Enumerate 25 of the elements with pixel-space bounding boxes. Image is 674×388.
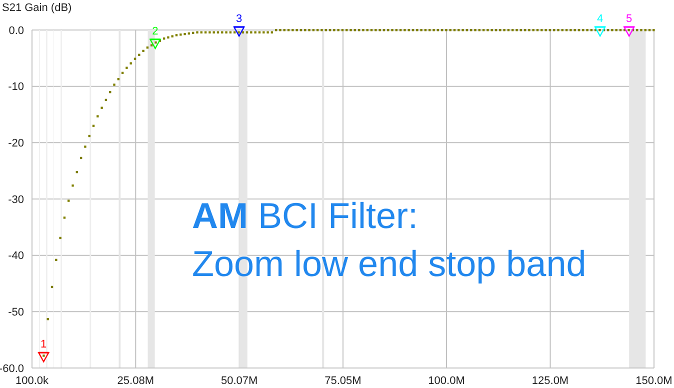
series-label: 5 [626,13,632,25]
x-tick-label: 100.0M [428,374,465,387]
series-label: 3 [236,13,242,25]
y-tick-label: 0.0 [8,24,24,37]
point [233,26,245,37]
y-axis-title: S21 Gain (dB) [2,2,72,14]
x-tick-label: 75.05M [324,374,362,387]
x-tick-label: 25.08M [117,374,154,387]
x-tick-label: 125.0M [532,374,569,387]
series-label: 4 [596,13,604,25]
x-tick-label: 150.0M [636,374,672,387]
series-label: 2 [152,25,158,38]
x-tick-label: 50.07M [220,374,258,387]
y-tick-label: -50 [8,306,24,319]
y-tick-label: -30 [8,194,24,206]
y-tick-label: -20 [8,138,24,150]
series-label: 1 [40,338,47,351]
point [38,352,50,362]
y-tick-label: -40 [8,250,24,262]
point [594,26,606,37]
point [150,38,161,49]
y-tick-label: -10 [8,81,24,94]
annotation: AM BCI Filter: Zoom low end stop band [192,194,586,286]
x-tick-label: 100.0k [15,374,50,387]
point [624,26,635,37]
